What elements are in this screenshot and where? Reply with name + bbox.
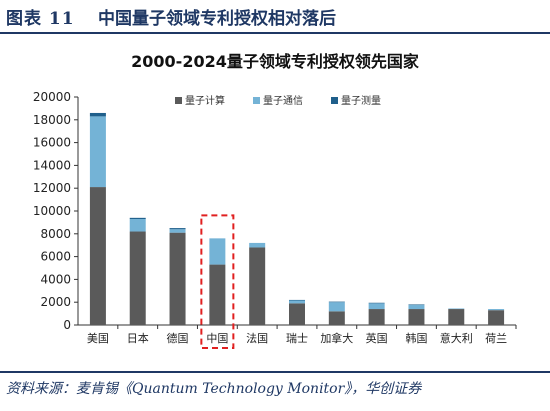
bar-1-7 bbox=[328, 311, 345, 325]
legend-label-2: 量子通信 bbox=[263, 95, 303, 107]
x-tick-label: 中国 bbox=[206, 332, 228, 345]
x-tick-label: 韩国 bbox=[405, 331, 427, 345]
y-tick-label: 8000 bbox=[40, 227, 71, 241]
bar-1-10 bbox=[448, 309, 465, 325]
bar-2-5 bbox=[249, 242, 266, 248]
legend-swatch-2 bbox=[253, 97, 260, 104]
chart-container: 2000-2024量子领域专利授权领先国家量子计算 量子通信 量子测量 0 2000 40… bbox=[0, 34, 550, 370]
y-tick-label: 0 bbox=[63, 318, 71, 332]
x-tick-label: 美国 bbox=[87, 332, 109, 345]
x-tick-label: 加拿大 bbox=[320, 331, 353, 345]
y-tick-label: 14000 bbox=[33, 158, 71, 172]
bar-1-6 bbox=[289, 303, 305, 325]
y-tick-label: 12000 bbox=[33, 181, 71, 195]
bar-2-4 bbox=[209, 238, 226, 265]
bar-3-8 bbox=[368, 302, 385, 304]
highlight-box bbox=[200, 214, 235, 349]
bar-1-9 bbox=[408, 309, 425, 325]
bar-1-3 bbox=[169, 232, 186, 325]
x-tick-label: 日本 bbox=[127, 331, 149, 345]
bar-2-9 bbox=[408, 305, 425, 310]
bar-3-7 bbox=[328, 301, 345, 303]
y-tick-label: 20000 bbox=[33, 90, 71, 104]
footer-divider bbox=[0, 371, 550, 373]
bar-2-6 bbox=[289, 300, 305, 304]
bar-3-6 bbox=[289, 299, 305, 301]
legend-label-3: 量子测量 bbox=[341, 94, 381, 107]
bar-2-3 bbox=[169, 229, 186, 233]
figure-header: 图表 11 中国量子领域专利授权相对落后 bbox=[0, 0, 550, 34]
bar-1-1 bbox=[89, 187, 106, 325]
bar-1-8 bbox=[368, 309, 385, 325]
chart-title: 2000-2024量子领域专利授权领先国家 bbox=[131, 52, 420, 71]
figure-number: 图表 11 bbox=[6, 9, 75, 29]
y-tick-label: 6000 bbox=[40, 250, 71, 264]
x-tick-label: 意大利 bbox=[440, 331, 473, 345]
x-tick-label: 法国 bbox=[246, 331, 268, 345]
y-tick-label: 4000 bbox=[40, 272, 71, 286]
bar-2-2 bbox=[129, 218, 146, 232]
legend-swatch-3 bbox=[331, 97, 338, 104]
bar-2-11 bbox=[488, 309, 505, 311]
x-tick-label: 荷兰 bbox=[485, 332, 507, 345]
legend-swatch-1 bbox=[175, 97, 182, 104]
bar-1-2 bbox=[129, 231, 146, 325]
bar-3-3 bbox=[169, 228, 186, 230]
legend-label-1: 量子计算 bbox=[185, 94, 225, 107]
bar-1-5 bbox=[249, 247, 266, 325]
x-tick-label: 英国 bbox=[366, 331, 388, 345]
header-divider bbox=[0, 32, 550, 34]
y-tick-label: 18000 bbox=[33, 113, 71, 127]
bar-2-1 bbox=[89, 116, 106, 188]
figure-title: 中国量子领域专利授权相对落后 bbox=[98, 9, 336, 29]
y-tick-label: 16000 bbox=[33, 136, 71, 150]
x-tick-label: 瑞士 bbox=[286, 331, 308, 345]
bar-2-7 bbox=[328, 302, 345, 312]
bar-3-2 bbox=[129, 217, 146, 219]
bar-1-11 bbox=[488, 310, 505, 325]
bar-2-8 bbox=[368, 303, 385, 310]
bar-3-1 bbox=[89, 112, 106, 117]
bar-3-9 bbox=[408, 304, 425, 306]
x-tick-label: 德国 bbox=[167, 331, 189, 345]
y-tick-label: 10000 bbox=[33, 204, 71, 218]
y-tick-label: 2000 bbox=[40, 295, 71, 309]
source-note: 资料来源：麦肯锡《Quantum Technology Monitor》，华创证… bbox=[6, 381, 422, 397]
bar-1-4 bbox=[209, 264, 226, 325]
bar-2-10 bbox=[448, 308, 465, 310]
